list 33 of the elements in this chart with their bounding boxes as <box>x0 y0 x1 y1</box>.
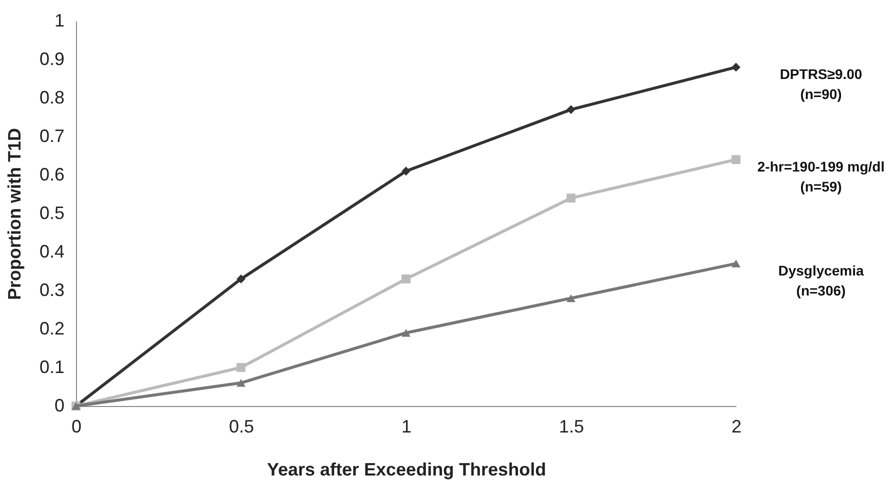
point <box>402 328 410 337</box>
point <box>732 62 740 72</box>
x-tick-label: 0 <box>71 416 82 436</box>
point <box>566 294 576 302</box>
y-tick-label: 0.6 <box>39 164 64 184</box>
x-tick-label: 0.5 <box>228 416 254 436</box>
point <box>732 155 740 164</box>
text: DPTRS≥9.00 (n=90) <box>780 66 862 102</box>
x-tick-label: 1.5 <box>558 416 584 436</box>
x-tick-label: 2 <box>731 416 742 436</box>
series-label: 2-hr=190-199 mg/dl (n=59) <box>757 158 885 195</box>
point <box>566 194 576 203</box>
point <box>236 379 246 387</box>
point <box>236 363 246 372</box>
y-tick-label: 1 <box>54 10 64 30</box>
x-tick-label: 1 <box>401 416 412 436</box>
point <box>402 274 410 284</box>
y-tick-label: 0.9 <box>39 49 64 69</box>
y-tick-label: 0.8 <box>39 88 64 108</box>
y-tick-label: 0.2 <box>39 318 64 338</box>
point <box>236 274 246 284</box>
point <box>566 105 576 114</box>
point <box>732 260 740 268</box>
point <box>402 166 410 176</box>
y-tick-label: 0 <box>54 396 64 416</box>
text: Dysglycemia (n=306) <box>778 262 864 299</box>
y-tick-label: 0.3 <box>39 280 64 300</box>
y-tick-label: 0.7 <box>39 126 64 146</box>
x-axis-title: Years after Exceeding Threshold <box>266 460 546 480</box>
y-axis-title: Proportion with T1D <box>4 128 24 300</box>
y-tick-label: 0.4 <box>39 242 64 262</box>
y-tick-label: 0.1 <box>39 357 64 377</box>
y-tick-label: 0.5 <box>39 203 64 223</box>
